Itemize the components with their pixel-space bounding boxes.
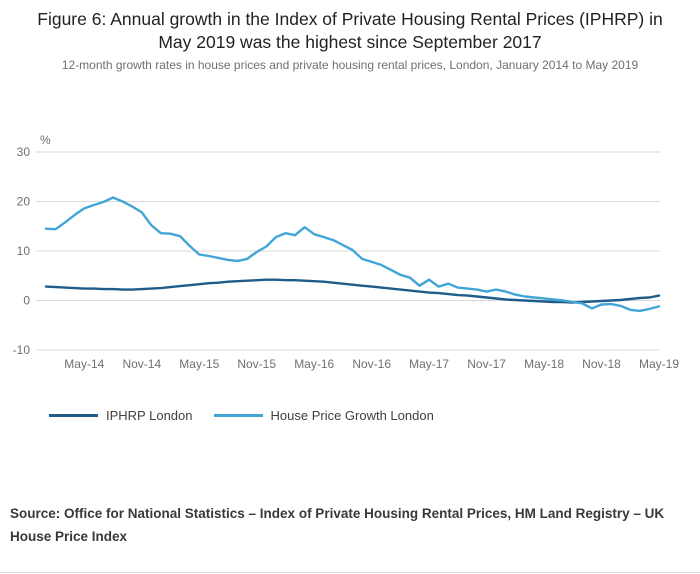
legend-swatch-iphrp [49, 414, 98, 417]
legend-item-house-price: House Price Growth London [213, 408, 434, 423]
source-note: Source: Office for National Statistics –… [10, 506, 665, 544]
series-line-house-price-growth-london [44, 196, 661, 313]
x-tick-label: May-16 [294, 357, 334, 371]
x-tick-label: Nov-17 [467, 357, 506, 371]
x-tick-label: Nov-18 [582, 357, 621, 371]
legend-item-iphrp: IPHRP London [49, 408, 193, 423]
legend-label-house-price: House Price Growth London [270, 408, 434, 423]
y-tick-label: -10 [13, 343, 31, 357]
x-tick-label: May-19 [639, 357, 679, 371]
series-line-iphrp-london [44, 278, 661, 304]
y-tick-label: 0 [23, 294, 30, 308]
x-tick-label: May-18 [524, 357, 564, 371]
legend-label-iphrp: IPHRP London [106, 408, 193, 423]
x-tick-label: May-15 [179, 357, 219, 371]
y-tick-label: 30 [17, 145, 31, 159]
figure-subtitle: 12-month growth rates in house prices an… [61, 58, 639, 72]
x-tick-label: Nov-15 [237, 357, 276, 371]
x-tick-label: Nov-14 [122, 357, 161, 371]
legend-swatch-house-price [213, 414, 263, 417]
x-tick-label: May-17 [409, 357, 449, 371]
y-tick-label: 20 [17, 195, 31, 209]
y-tick-label: 10 [17, 244, 31, 258]
legend: IPHRP London House Price Growth London [49, 408, 434, 423]
x-tick-label: May-14 [64, 357, 104, 371]
bottom-divider [0, 572, 700, 573]
x-tick-label: Nov-16 [352, 357, 391, 371]
line-chart: 30 20 10 0 -10% May-14 Nov-14 May-15 Nov-15 May-1… [13, 133, 680, 371]
figure-title: Figure 6: Annual growth in the Index of … [37, 9, 663, 52]
chart-area: 30 20 10 0 -10% May-14 Nov-14 May-15 Nov-15 May-1… [0, 130, 700, 380]
y-axis-unit-label: % [40, 133, 51, 147]
